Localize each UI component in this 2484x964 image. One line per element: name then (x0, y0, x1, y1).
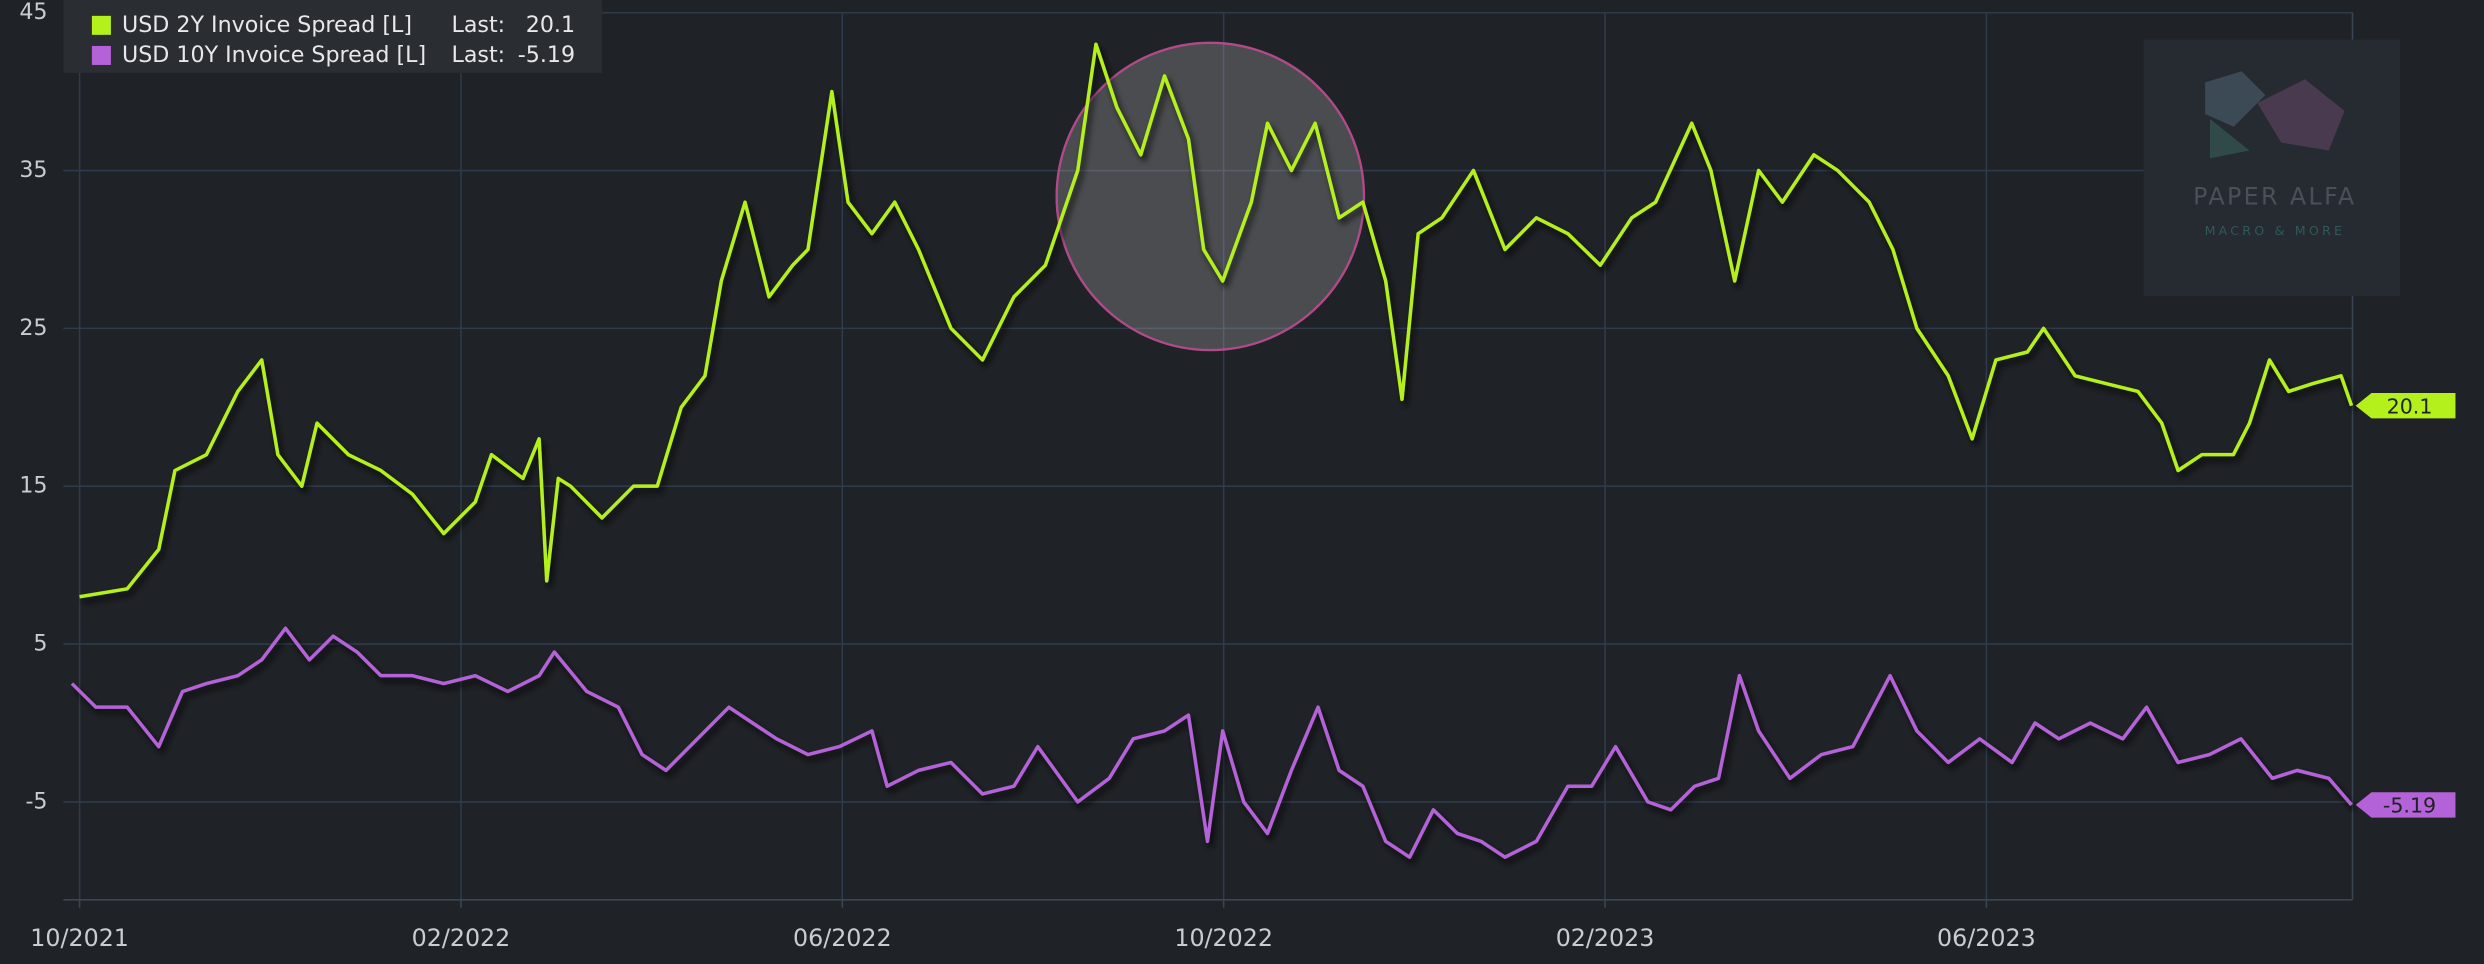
legend-last-value: -5.19 (518, 42, 575, 68)
watermark-subtitle: MACRO & MORE (2205, 223, 2346, 238)
legend-label: USD 2Y Invoice Spread [L] (122, 12, 412, 38)
legend-box (63, 0, 603, 73)
legend-last-text: Last: (452, 42, 506, 68)
watermark-title: PAPER ALFA (2193, 183, 2356, 211)
legend-last-value: 20.1 (526, 12, 575, 38)
y-tick-label: 45 (19, 0, 47, 25)
y-tick-label: -5 (25, 788, 47, 814)
legend-last-text: Last: (452, 12, 506, 38)
last-value-tag (2355, 393, 2456, 419)
watermark: PAPER ALFA MACRO & MORE (2143, 39, 2401, 297)
x-tick-label: 10/2022 (1174, 924, 1273, 952)
legend-swatch (91, 45, 111, 65)
last-value-label: 20.1 (2387, 394, 2433, 418)
logo-shape (2257, 79, 2345, 151)
y-tick-label: 25 (19, 315, 47, 341)
series-line (70, 626, 2353, 859)
x-tick-label: 02/2023 (1556, 924, 1655, 952)
y-tick-label: 5 (33, 631, 47, 657)
highlight-circle (1055, 41, 1366, 352)
legend-label: USD 10Y Invoice Spread [L] (122, 42, 426, 68)
x-tick-label: 10/2021 (30, 924, 129, 952)
logo-shape (2209, 118, 2250, 159)
x-tick-label: 02/2022 (412, 924, 511, 952)
series-line (79, 42, 2354, 599)
watermark-box (2143, 39, 2401, 297)
legend-swatch (91, 15, 111, 35)
y-tick-label: 35 (19, 157, 47, 183)
last-value-tag (2355, 792, 2456, 818)
last-value-label: -5.19 (2383, 794, 2436, 818)
x-tick-label: 06/2022 (793, 924, 892, 952)
x-tick-label: 06/2023 (1937, 924, 2036, 952)
y-tick-label: 15 (19, 473, 47, 499)
logo-shape (2205, 71, 2266, 127)
legend (63, 0, 603, 73)
